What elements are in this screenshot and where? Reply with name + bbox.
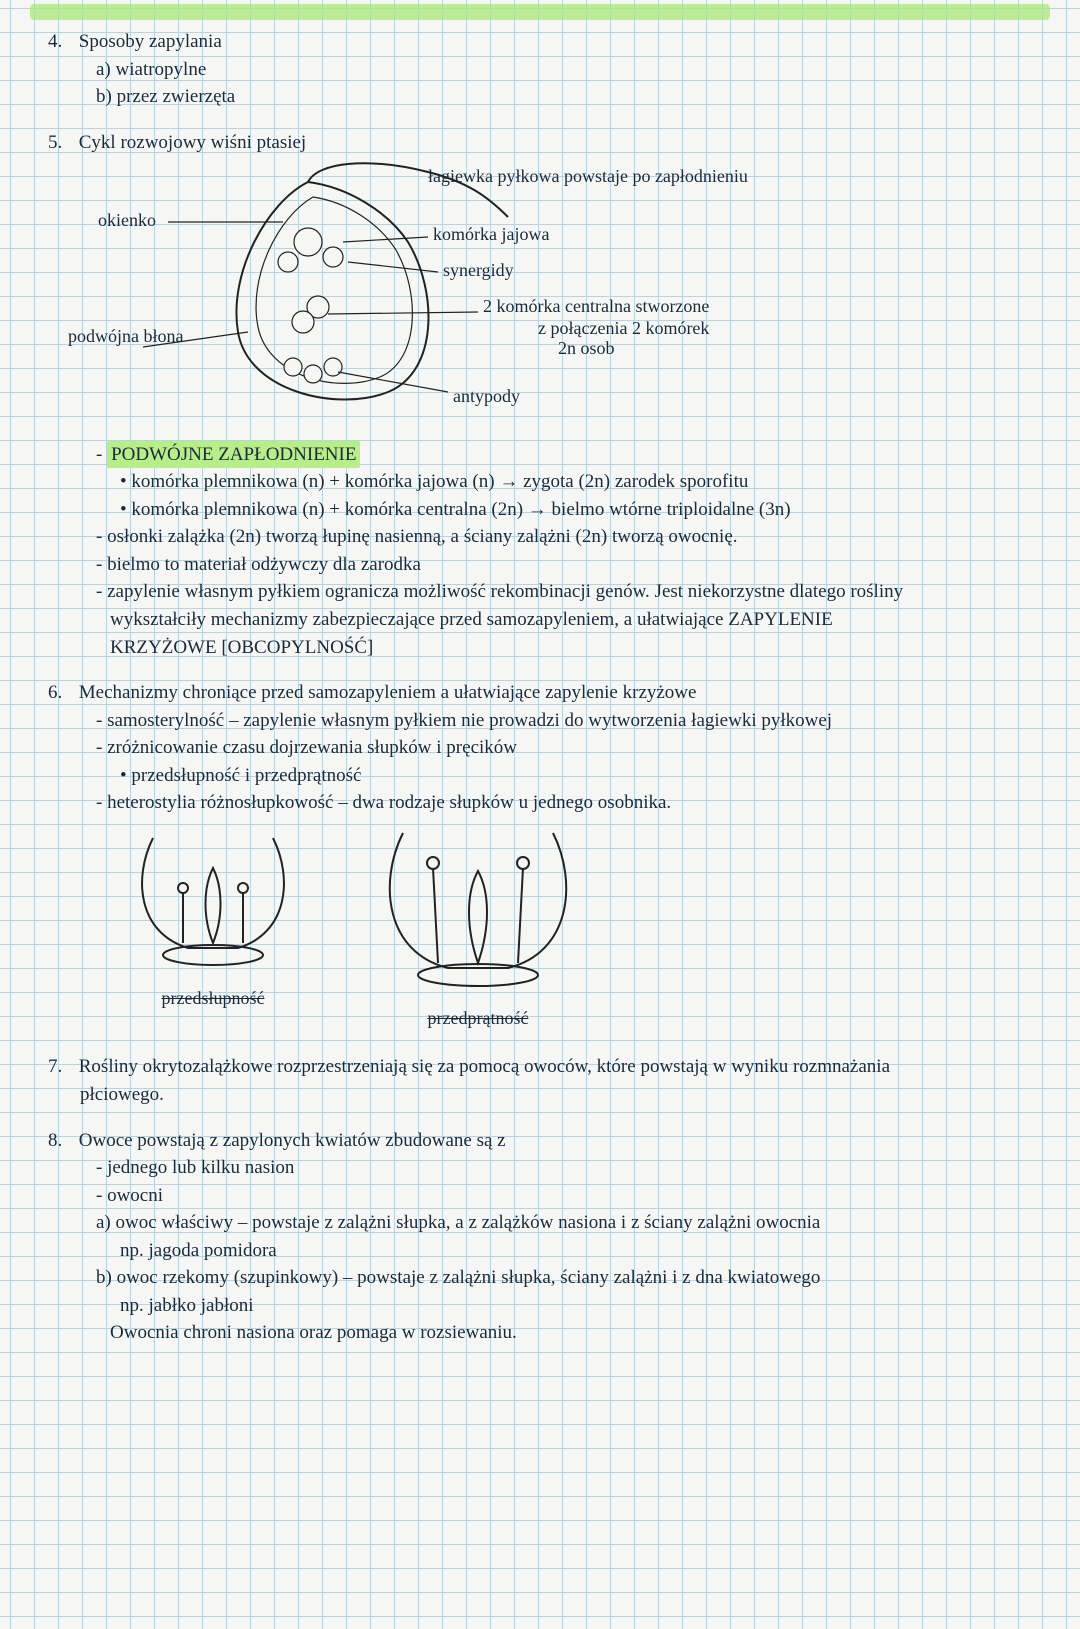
section-4-number: 4. — [48, 28, 74, 56]
section-7: 7. Rośliny okrytozalążkowe rozprzestrzen… — [48, 1053, 1040, 1108]
section-7-number: 7. — [48, 1053, 74, 1081]
s6-i2a: przedsłupność i przedprątność — [48, 762, 1040, 790]
flower-diagrams-row: przedsłupność przedprątność — [128, 823, 1040, 1032]
embryo-sac-diagram: łagiewka pyłkowa powstaje po zapłodnieni… — [108, 162, 1040, 431]
section-4-b: b) przez zwierzęta — [48, 83, 1040, 111]
label-centralna-b: z połączenia 2 komórek — [538, 318, 709, 338]
s8-a1: a) owoc właściwy – powstaje z zalążni sł… — [48, 1209, 1040, 1237]
section-7-text-b: płciowego. — [48, 1081, 1040, 1109]
s8-b1b: np. jabłko jabłoni — [48, 1292, 1040, 1320]
label-antypody: antypody — [453, 386, 520, 406]
label-centralna-c: 2n osob — [558, 338, 615, 358]
embryo-sac-svg: łagiewka pyłkowa powstaje po zapłodnieni… — [108, 162, 868, 422]
flower-diagram-right: przedprątność — [378, 823, 578, 1032]
s5-b3c: KRZYŻOWE [OBCOPYLNOŚĆ] — [48, 634, 1040, 662]
section-8: 8. Owoce powstają z zapylonych kwiatów z… — [48, 1127, 1040, 1347]
label-centralna-a: 2 komórka centralna stworzone — [483, 296, 709, 316]
s8-last: Owocnia chroni nasiona oraz pomaga w roz… — [48, 1319, 1040, 1347]
flower-diagram-left: przedsłupność — [128, 823, 298, 1032]
section-7-text-a: Rośliny okrytozalążkowe rozprzestrzeniaj… — [79, 1056, 890, 1077]
section-8-number: 8. — [48, 1127, 74, 1155]
section-4-title: Sposoby zapylania — [79, 31, 222, 52]
label-jajowa: komórka jajowa — [433, 224, 549, 244]
s6-i1: samosterylność – zapylenie własnym pyłki… — [48, 707, 1040, 735]
section-4: 4. Sposoby zapylania a) wiatropylne b) p… — [48, 28, 1040, 111]
section-6: 6. Mechanizmy chroniące przed samozapyle… — [48, 679, 1040, 1031]
label-synergidy: synergidy — [443, 260, 514, 280]
section-8-title: Owoce powstają z zapylonych kwiatów zbud… — [79, 1130, 506, 1151]
s5-b1: osłonki zalążka (2n) tworzą łupinę nasie… — [48, 523, 1040, 551]
label-lagiewka: łagiewka pyłkowa powstaje po zapłodnieni… — [428, 166, 748, 186]
s8-d2: owocni — [48, 1182, 1040, 1210]
s8-d1: jednego lub kilku nasion — [48, 1154, 1040, 1182]
flower-left-svg — [128, 823, 298, 973]
s6-i3: heterostylia różnosłupkowość – dwa rodza… — [48, 789, 1040, 817]
s5-b2: bielmo to materiał odżywczy dla zarodka — [48, 551, 1040, 579]
s6-i2: zróżnicowanie czasu dojrzewania słupków … — [48, 734, 1040, 762]
podwojne-line2: komórka plemnikowa (n) + komórka central… — [48, 496, 1040, 524]
podwojne-heading-row: PODWÓJNE ZAPŁODNIENIE — [48, 441, 1040, 469]
s8-b1: b) owoc rzekomy (szupinkowy) – powstaje … — [48, 1264, 1040, 1292]
section-5-title: Cykl rozwojowy wiśni ptasiej — [79, 132, 306, 153]
notes-content: 4. Sposoby zapylania a) wiatropylne b) p… — [0, 0, 1080, 1405]
section-6-title: Mechanizmy chroniące przed samozapylenie… — [79, 682, 697, 703]
label-blona-a: podwójna błona — [68, 326, 183, 346]
podwojne-line1: komórka plemnikowa (n) + komórka jajowa … — [48, 468, 1040, 496]
section-5: 5. Cykl rozwojowy wiśni ptasiej — [48, 129, 1040, 661]
flower-right-caption: przedprątność — [378, 1005, 578, 1031]
section-6-number: 6. — [48, 679, 74, 707]
s8-a1b: np. jagoda pomidora — [48, 1237, 1040, 1265]
label-okienko: okienko — [98, 210, 156, 230]
s5-b3b: wykształciły mechanizmy zabezpieczające … — [48, 606, 1040, 634]
flower-left-caption: przedsłupność — [128, 985, 298, 1011]
podwojne-heading: PODWÓJNE ZAPŁODNIENIE — [107, 441, 360, 469]
s5-b3: zapylenie własnym pyłkiem ogranicza możl… — [48, 578, 1040, 606]
section-5-number: 5. — [48, 129, 74, 157]
section-4-a: a) wiatropylne — [48, 56, 1040, 84]
flower-right-svg — [378, 823, 578, 993]
